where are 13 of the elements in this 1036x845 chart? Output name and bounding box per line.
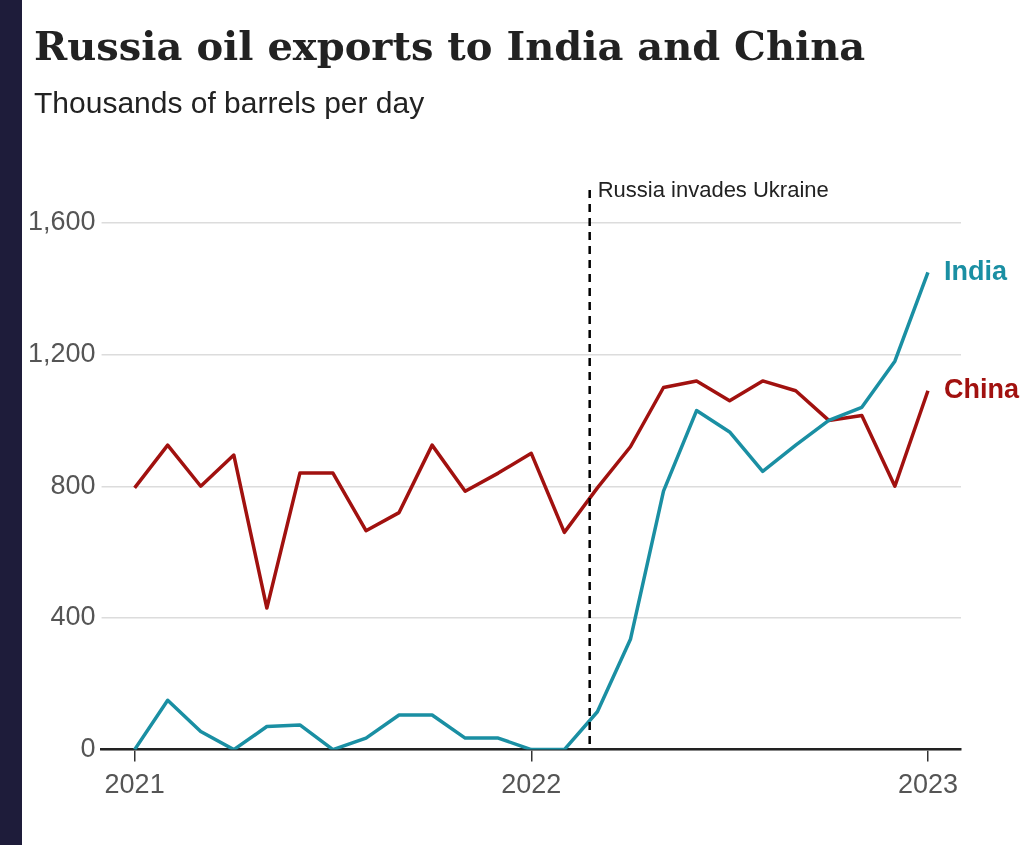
y-tick-label: 0 [80, 733, 96, 764]
chart-title: Russia oil exports to India and China [34, 22, 866, 69]
x-tick-label: 2021 [104, 769, 165, 800]
y-tick-label: 1,600 [27, 206, 96, 237]
series-label: India [943, 255, 1008, 286]
y-tick-label: 800 [50, 469, 96, 500]
chart-subtitle: Thousands of barrels per day [34, 86, 425, 120]
y-tick-label: 1,200 [27, 338, 96, 369]
ref-line-label: Russia invades Ukraine [597, 177, 829, 203]
x-tick-label: 2022 [501, 769, 562, 800]
series-label: China [943, 374, 1020, 405]
x-tick-label: 2023 [897, 769, 958, 800]
y-tick-label: 400 [50, 601, 96, 632]
